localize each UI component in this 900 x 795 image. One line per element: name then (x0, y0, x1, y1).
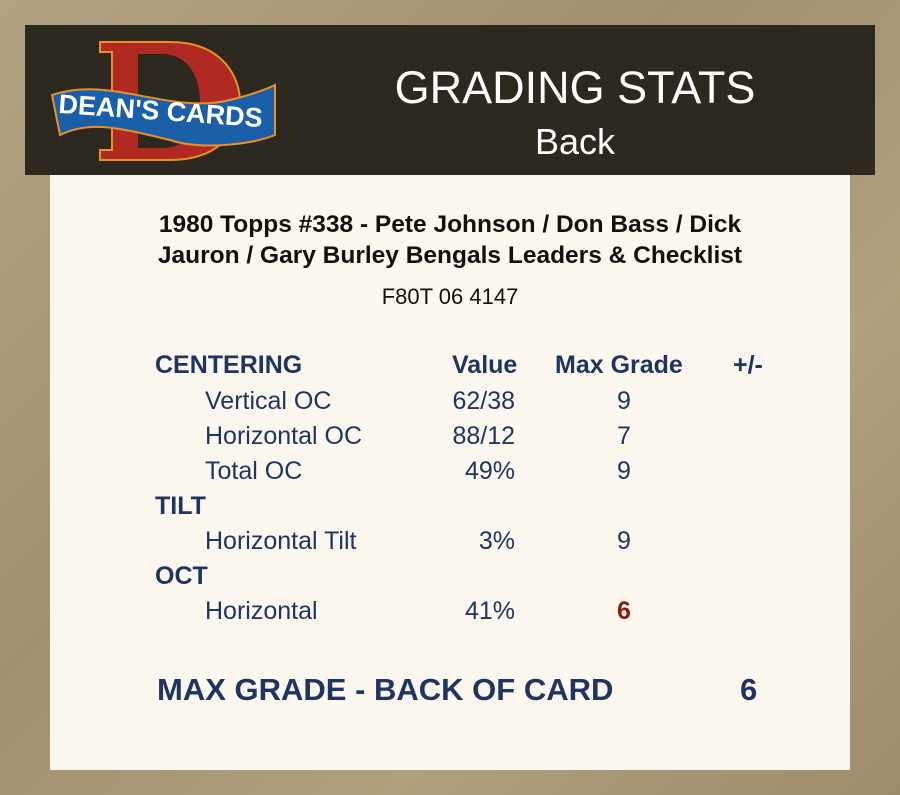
row-max-grade-limiting: 6 (617, 597, 631, 625)
page-subtitle: Back (534, 121, 616, 162)
page-title: GRADING STATS (394, 62, 756, 113)
summary-label: MAX GRADE - BACK OF CARD (157, 672, 614, 707)
section-tilt: TILT (155, 492, 206, 520)
stats-panel (50, 175, 850, 770)
summary-value: 6 (740, 672, 758, 707)
section-oct: OCT (155, 562, 208, 590)
row-max-grade: 9 (617, 527, 631, 555)
row-max-grade: 9 (617, 387, 631, 415)
row-max-grade: 7 (617, 422, 631, 450)
row-value: 3% (478, 527, 515, 555)
row-value: 49% (464, 457, 515, 485)
column-max-grade: Max Grade (555, 351, 683, 379)
deans-cards-logo: DEAN'S CARDS (50, 41, 276, 161)
row-max-grade: 9 (617, 457, 631, 485)
row-value: 41% (464, 597, 515, 625)
row-label: Horizontal OC (205, 422, 362, 450)
row-label: Total OC (205, 457, 303, 485)
row-label: Horizontal (205, 597, 318, 625)
card-title: 1980 Topps #338 - Pete Johnson / Don Bas… (157, 211, 743, 269)
section-centering: CENTERING (155, 351, 303, 379)
card-code: F80T 06 4147 (381, 284, 519, 309)
row-label: Vertical OC (205, 387, 332, 415)
row-value: 88/12 (452, 422, 515, 450)
column-value: Value (452, 351, 518, 379)
row-label: Horizontal Tilt (205, 527, 357, 555)
column-plus-minus: +/- (733, 351, 763, 379)
row-value: 62/38 (452, 387, 515, 415)
